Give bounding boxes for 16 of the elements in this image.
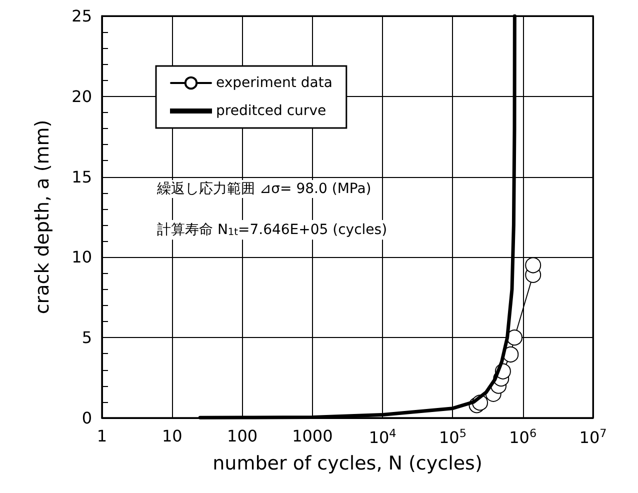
y-tick-label: 25 [72, 6, 92, 26]
x-tick-label: 1000 [292, 426, 333, 446]
y-tick-label: 15 [72, 167, 92, 186]
x-axis-title: number of cycles, N (cycles) [212, 452, 482, 474]
y-axis-title: crack depth, a (mm) [32, 120, 54, 314]
annotation: 計算寿命 N1t=7.646E+05 (cycles) [157, 222, 388, 238]
annotation: 繰返し応力範囲 ⊿σ= 98.0 (MPa) [156, 181, 372, 197]
y-tick-label: 20 [72, 86, 92, 106]
y-tick-label: 10 [72, 248, 92, 267]
legend-label: experiment data [216, 75, 332, 91]
x-tick-label: 10 [162, 426, 182, 446]
x-tick-label: 100 [227, 426, 258, 446]
y-tick-label: 0 [82, 408, 92, 428]
x-tick-label: 1 [96, 426, 108, 446]
y-tick-label: 5 [82, 328, 92, 348]
legend-label: preditced curve [216, 103, 326, 119]
